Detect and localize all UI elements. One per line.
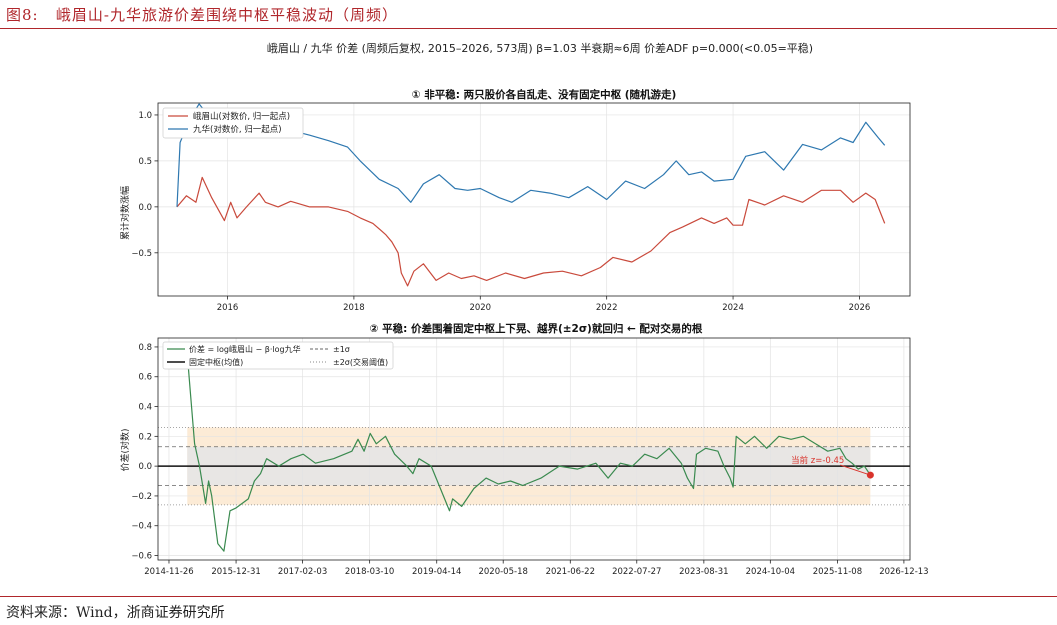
series-line-0 [176, 176, 886, 287]
x-tick-label: 2017-02-03 [278, 567, 327, 577]
x-tick-label: 2020 [469, 303, 491, 313]
chart-2: ② 平稳: 价差围着固定中枢上下晃、越界(±2σ)就回归 ← 配对交易的根 价差… [119, 322, 929, 577]
source-note: 资料来源：Wind，浙商证券研究所 [6, 605, 225, 621]
y-tick-label: 0.4 [138, 403, 152, 413]
chart-1-ylabel: 累计对数涨幅 [119, 186, 131, 240]
bottom-rule [0, 596, 1057, 597]
x-tick-label: 2022 [596, 303, 618, 313]
legend-spread-label: 价差 = log峨眉山 − β·log九华 [189, 344, 301, 354]
chart-2-frame [157, 337, 911, 561]
y-tick-label: −0.4 [131, 522, 152, 532]
x-tick-label: 2026-12-13 [879, 567, 928, 577]
current-point-marker [866, 471, 874, 479]
annotation-arrow [840, 464, 868, 475]
chart-2-axes: 2014-11-26 2015-12-31 2017-02-03 2018-03-10… [131, 343, 928, 577]
chart-1: ① 非平稳: 两只股价各自乱走、没有固定中枢 (随机游走) 累计对数涨幅 201… [119, 88, 911, 313]
x-tick-label: 2015-12-31 [211, 567, 260, 577]
x-tick-label: 2018-03-10 [345, 567, 394, 577]
chart-1-axes: 2016 2018 2020 2022 2024 2026 −0.5 0.0 0.5 1.0 [131, 111, 870, 313]
x-tick-label: 2024 [722, 303, 744, 313]
x-tick-label: 2022-07-27 [612, 567, 661, 577]
chart-1-title: ① 非平稳: 两只股价各自乱走、没有固定中枢 (随机游走) [412, 88, 677, 101]
y-tick-label: 0.0 [138, 462, 152, 472]
x-tick-label: 2025-11-08 [813, 567, 862, 577]
x-tick-label: 2018 [343, 303, 365, 313]
suptitle: 峨眉山 / 九华 价差 (周频后复权, 2015–2026, 573周) β=1… [267, 41, 813, 55]
annotation-text: 当前 z=-0.45 [791, 455, 844, 466]
chart-1-frame [157, 102, 911, 297]
x-tick-label: 2020-05-18 [478, 567, 527, 577]
y-tick-label: 0.8 [138, 343, 152, 353]
y-tick-label: −0.5 [131, 249, 152, 259]
y-tick-label: 0.2 [138, 432, 152, 442]
chart-2-lines [158, 354, 910, 552]
top-rule [0, 28, 1057, 29]
legend-sigma2-label: ±2σ(交易阈值) [333, 357, 388, 367]
chart-2-ylabel: 价差(对数) [119, 428, 131, 471]
legend-jiuhua-label: 九华(对数价, 归一起点) [193, 124, 282, 135]
figure-label: 图8: [6, 6, 39, 24]
legend-mean-label: 固定中枢(均值) [189, 357, 243, 367]
chart-1-legend: 峨眉山(对数价, 归一起点) 九华(对数价, 归一起点) [162, 107, 304, 139]
x-tick-label: 2014-11-26 [144, 567, 193, 577]
x-tick-label: 2016 [217, 303, 239, 313]
y-tick-label: 0.6 [138, 373, 152, 383]
chart-canvas: 峨眉山 / 九华 价差 (周频后复权, 2015–2026, 573周) β=1… [119, 41, 929, 577]
y-tick-label: 0.0 [138, 203, 152, 213]
y-tick-label: −0.2 [131, 492, 152, 502]
chart-2-grid [158, 338, 910, 560]
y-tick-label: 0.5 [138, 157, 152, 167]
y-tick-label: −0.6 [131, 552, 152, 562]
x-tick-label: 2023-08-31 [679, 567, 728, 577]
y-tick-label: 1.0 [138, 111, 152, 121]
chart-2-title: ② 平稳: 价差围着固定中枢上下晃、越界(±2σ)就回归 ← 配对交易的根 [370, 322, 703, 335]
figure-title-text: 峨眉山-九华旅游价差围绕中枢平稳波动（周频） [55, 6, 398, 24]
legend-emei-label: 峨眉山(对数价, 归一起点) [193, 111, 290, 122]
chart-2-legend: 价差 = log峨眉山 − β·log九华 固定中枢(均值) ±1σ ±2σ(交… [162, 341, 394, 370]
x-tick-label: 2026 [849, 303, 871, 313]
x-tick-label: 2024-10-04 [746, 567, 795, 577]
current-z-annotation: 当前 z=-0.45 [791, 455, 874, 479]
x-tick-label: 2021-06-22 [546, 567, 595, 577]
series-line-0 [186, 354, 871, 552]
legend-sigma1-label: ±1σ [333, 345, 350, 354]
figure-title: 图8: 峨眉山-九华旅游价差围绕中枢平稳波动（周频） [6, 4, 398, 25]
x-tick-label: 2019-04-14 [412, 567, 461, 577]
